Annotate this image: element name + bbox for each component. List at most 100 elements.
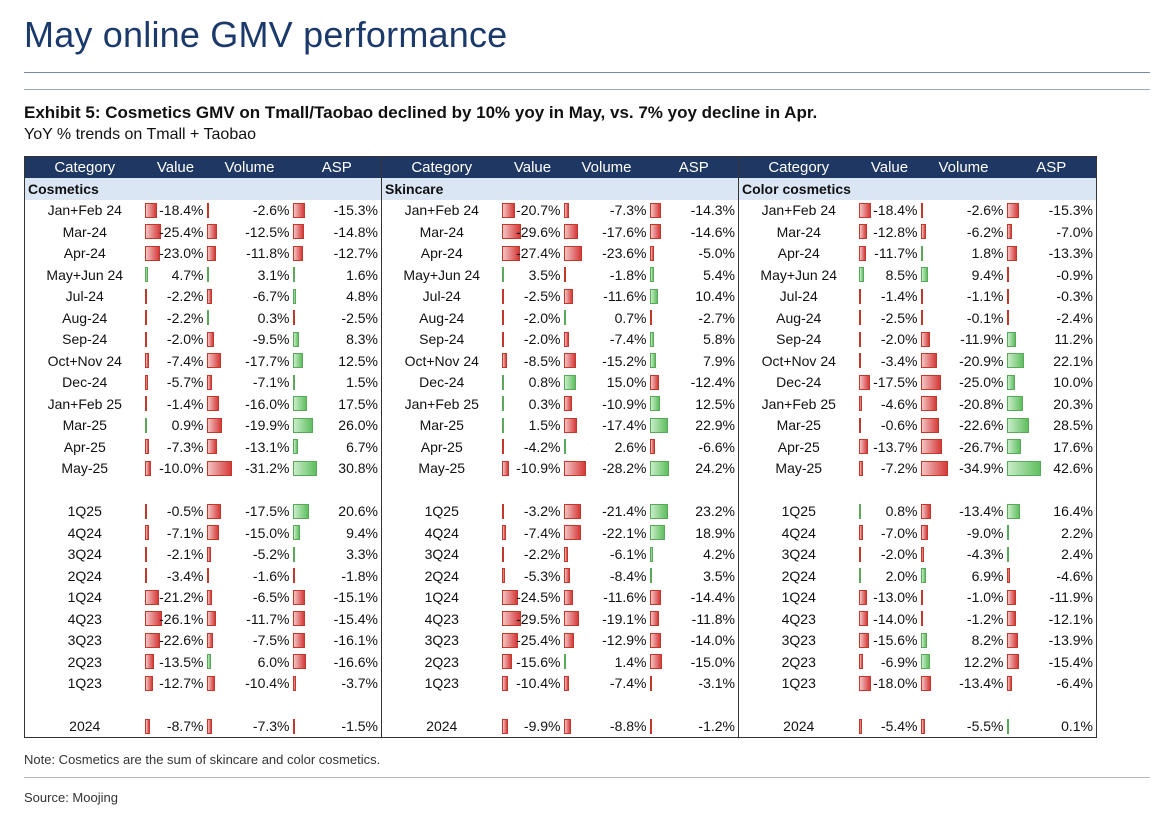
col-header-value: Value xyxy=(858,156,921,178)
cell-value: -3.4% xyxy=(880,352,918,369)
cell-value: -25.4% xyxy=(516,632,561,649)
volume-cell: -7.1% xyxy=(206,372,293,394)
table-row: May+Jun 24 4.7% 3.1% 1.6% May+Jun 24 3.5% -1.8… xyxy=(25,264,1097,286)
negative-databar xyxy=(206,224,217,239)
cell-value: -3.2% xyxy=(523,503,561,520)
row-label: 3Q23 xyxy=(67,632,102,649)
negative-databar xyxy=(206,353,221,368)
cell-value: 0.8% xyxy=(885,503,918,520)
cell-value: -5.5% xyxy=(966,718,1004,735)
positive-databar xyxy=(563,439,566,454)
volume-cell: -7.3% xyxy=(206,716,293,738)
value-cell: -2.2% xyxy=(144,286,207,308)
cell-value: -14.0% xyxy=(873,610,918,627)
negative-databar xyxy=(501,568,505,583)
cell-value: -4.2% xyxy=(523,438,561,455)
value-cell: -2.0% xyxy=(858,544,921,566)
spacer-cell xyxy=(381,479,739,501)
negative-databar xyxy=(1006,310,1009,325)
negative-databar xyxy=(1006,632,1018,648)
cell-value: 16.4% xyxy=(1053,503,1093,520)
value-cell: -10.0% xyxy=(144,458,207,480)
cell-value: -6.4% xyxy=(1056,675,1093,692)
cell-value: 1.4% xyxy=(614,653,647,670)
row-label: 4Q24 xyxy=(381,522,502,544)
asp-cell: -13.9% xyxy=(1006,630,1097,652)
row-label: Aug-24 xyxy=(738,307,859,329)
volume-cell: -12.5% xyxy=(206,221,293,243)
exhibit-title: Exhibit 5: Cosmetics GMV on Tmall/Taobao… xyxy=(24,103,818,122)
negative-databar xyxy=(206,439,217,454)
table-row: 1Q24 -21.2% -6.5% -15.1% 1Q24 -24.5% -11.6% -14… xyxy=(25,586,1097,608)
negative-databar xyxy=(144,353,150,368)
volume-cell: -13.4% xyxy=(920,501,1007,523)
cell-value: -15.6% xyxy=(516,653,561,670)
volume-cell: -20.9% xyxy=(920,350,1007,372)
value-cell: -1.4% xyxy=(858,286,921,308)
negative-databar xyxy=(501,632,519,648)
volume-cell: -11.9% xyxy=(920,329,1007,351)
positive-databar xyxy=(1006,331,1016,347)
value-cell: -9.9% xyxy=(501,716,564,738)
positive-databar xyxy=(649,568,653,583)
cell-value: -6.6% xyxy=(698,438,735,455)
positive-databar xyxy=(292,374,295,390)
cell-value: -2.0% xyxy=(523,331,561,348)
negative-databar xyxy=(501,611,522,626)
negative-databar xyxy=(144,310,147,325)
volume-cell: 1.8% xyxy=(920,243,1007,265)
cell-value: -5.0% xyxy=(698,245,735,262)
row-label: Apr-25 xyxy=(738,436,859,458)
cell-value: 9.4% xyxy=(346,524,378,541)
row-label: 1Q24 xyxy=(738,586,859,608)
negative-databar xyxy=(858,546,861,562)
volume-cell: -1.6% xyxy=(206,565,293,587)
positive-databar xyxy=(292,525,300,540)
asp-cell: -13.3% xyxy=(1006,243,1097,265)
asp-cell: -15.4% xyxy=(292,608,382,630)
volume-cell: -5.5% xyxy=(920,716,1007,738)
negative-databar xyxy=(563,245,583,261)
row-label: Mar-25 xyxy=(62,417,107,434)
volume-cell: -12.9% xyxy=(563,630,650,652)
asp-cell: -15.0% xyxy=(649,651,739,673)
cell-value: -13.3% xyxy=(1048,245,1093,262)
positive-databar xyxy=(920,654,931,669)
volume-cell: 9.4% xyxy=(920,264,1007,286)
cell-value: -2.6% xyxy=(252,202,290,219)
value-cell: -2.5% xyxy=(501,286,564,308)
volume-cell: -11.6% xyxy=(563,286,650,308)
cell-value: -2.7% xyxy=(698,309,735,326)
negative-databar xyxy=(920,503,932,519)
negative-databar xyxy=(292,310,295,325)
negative-databar xyxy=(649,224,662,239)
spacer-cell xyxy=(738,694,1097,716)
spacer-cell xyxy=(25,694,382,716)
section-color-cosmetics: Color cosmetics xyxy=(738,178,1097,200)
negative-databar xyxy=(858,288,861,304)
value-cell: -3.2% xyxy=(501,501,564,523)
row-label: 1Q25 xyxy=(738,500,859,522)
negative-databar xyxy=(920,353,938,368)
asp-cell: 28.5% xyxy=(1006,415,1097,437)
value-cell: -5.7% xyxy=(144,372,207,394)
value-cell: -7.2% xyxy=(858,458,921,480)
value-cell: -27.4% xyxy=(501,243,564,265)
table-row: Aug-24 -2.2% 0.3% -2.5% Aug-24 -2.0% 0.7% -2.7%… xyxy=(25,307,1097,329)
negative-databar xyxy=(920,202,923,218)
volume-cell: -17.4% xyxy=(563,415,650,437)
negative-databar xyxy=(292,589,305,605)
cell-value: 15.0% xyxy=(606,374,647,391)
value-cell: -18.0% xyxy=(858,673,921,695)
asp-cell: 2.4% xyxy=(1006,544,1097,566)
value-cell: -11.7% xyxy=(858,243,921,265)
asp-cell: -14.3% xyxy=(649,200,739,222)
cell-value: 0.3% xyxy=(257,309,290,326)
cell-value: -22.1% xyxy=(602,524,647,541)
row-label: 2024 xyxy=(738,715,859,738)
cell-value: -3.4% xyxy=(166,567,204,584)
volume-cell: -1.2% xyxy=(920,608,1007,630)
negative-databar xyxy=(206,288,212,304)
cell-value: 3.1% xyxy=(257,266,290,283)
table-row: Apr-24 -23.0% -11.8% -12.7% Apr-24 -27.4% -23.… xyxy=(25,242,1097,265)
